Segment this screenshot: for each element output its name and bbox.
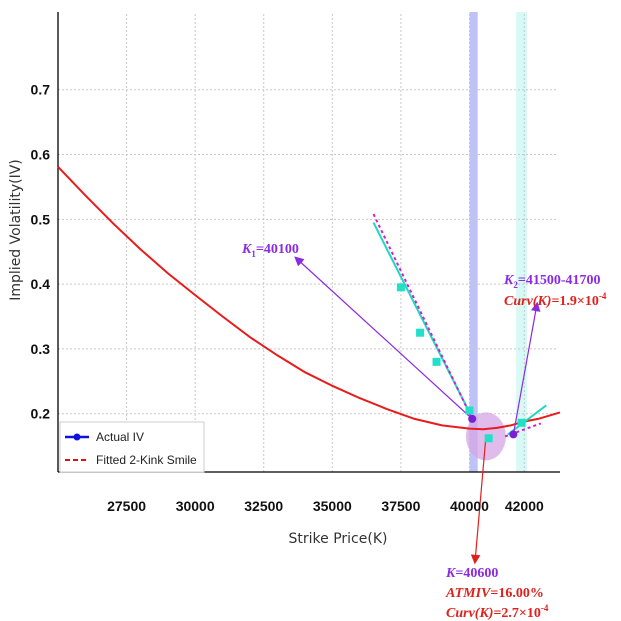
series (57, 166, 561, 461)
y-tick-label: 0.2 (31, 406, 51, 422)
annotation-atm-iv-label: ATMIV (445, 586, 492, 601)
legend-marker-actual-iv (73, 433, 81, 441)
x-tick-label: 42000 (505, 498, 544, 514)
market-iv-point (484, 434, 493, 443)
x-axis-label: Strike Price(K) (289, 531, 388, 547)
gridlines (58, 14, 558, 472)
annotation-atm-strike: K=40600 (445, 566, 498, 581)
fitted-smile-curve (57, 166, 561, 431)
market-iv-point (517, 418, 526, 427)
annotation-curv-k2-exp: -4 (599, 291, 607, 301)
x-tick-label: 32500 (244, 498, 283, 514)
market-iv-point (416, 328, 425, 337)
y-tick-label: 0.4 (31, 276, 51, 292)
x-tick-label: 27500 (107, 498, 146, 514)
legend-label-actual-iv: Actual IV (96, 430, 144, 444)
data-points (396, 283, 526, 443)
annotation-k2-value: =41500-41700 (518, 273, 601, 288)
x-tick-label: 40000 (450, 498, 489, 514)
y-tick-label: 0.3 (31, 341, 51, 357)
kink-band-0 (469, 12, 478, 472)
annotation-curv-k2-value: =1.9×10 (551, 294, 598, 309)
legend-box (59, 421, 205, 473)
annotation-curv-atm-exp: -4 (541, 603, 549, 613)
y-tick-label: 0.6 (31, 147, 51, 163)
annotation-curv-atm-value: =2.7×10 (493, 606, 540, 621)
arrow-atm (470, 436, 487, 565)
market-iv-point (432, 357, 441, 366)
y-axis-label: Implied Volatility(IV) (8, 159, 24, 300)
annotation-curv-atm-label: Curv(K) (446, 606, 493, 621)
tick-labels: 27500 30000 32500 35000 37500 40000 42000 0.2 0.… (31, 82, 544, 514)
annotation-k1: K1=40100 (241, 242, 299, 259)
market-iv-point (396, 283, 405, 292)
annotation-curv-k2: Curv(K)=1.9×10-4 (504, 291, 607, 309)
x-tick-label: 30000 (176, 498, 215, 514)
kink-point (468, 414, 477, 423)
y-tick-label: 0.5 (31, 211, 51, 227)
kink-bands (469, 12, 528, 472)
annotation-atm-strike-value: =40600 (455, 566, 498, 581)
annotation-atm-iv-value: =16.00% (490, 586, 543, 601)
annotation-curv-atm: Curv(K)=2.7×10-4 (446, 603, 549, 621)
annotation-k1-symbol: K (241, 242, 253, 257)
market-iv-point (465, 406, 474, 415)
arrow-k1 (294, 256, 473, 420)
annotation-k1-subscript: 1 (251, 249, 256, 259)
y-tick-label: 0.7 (31, 82, 51, 98)
legend: Actual IV Fitted 2-Kink Smile (59, 421, 205, 473)
annotation-atm-strike-label: K (445, 566, 457, 581)
legend-label-fitted-smile: Fitted 2-Kink Smile (96, 453, 197, 467)
annotation-k2: K2=41500-41700 (503, 273, 600, 290)
annotation-arrows (294, 256, 541, 565)
arrow-k2 (512, 301, 541, 435)
annotation-k2-subscript: 2 (513, 280, 518, 290)
left-wing-dotted (372, 213, 474, 420)
annotation-k1-value: =40100 (256, 242, 299, 257)
x-tick-label: 35000 (313, 498, 352, 514)
annotation-k2-symbol: K (503, 273, 515, 288)
annotation-atm-iv: ATMIV=16.00% (445, 586, 544, 601)
kink-point (509, 430, 518, 439)
kink-band-1 (516, 12, 528, 472)
left-wing-tangent (372, 222, 471, 413)
annotation-curv-k2-label: Curv(K) (504, 294, 551, 309)
x-tick-label: 37500 (381, 498, 420, 514)
